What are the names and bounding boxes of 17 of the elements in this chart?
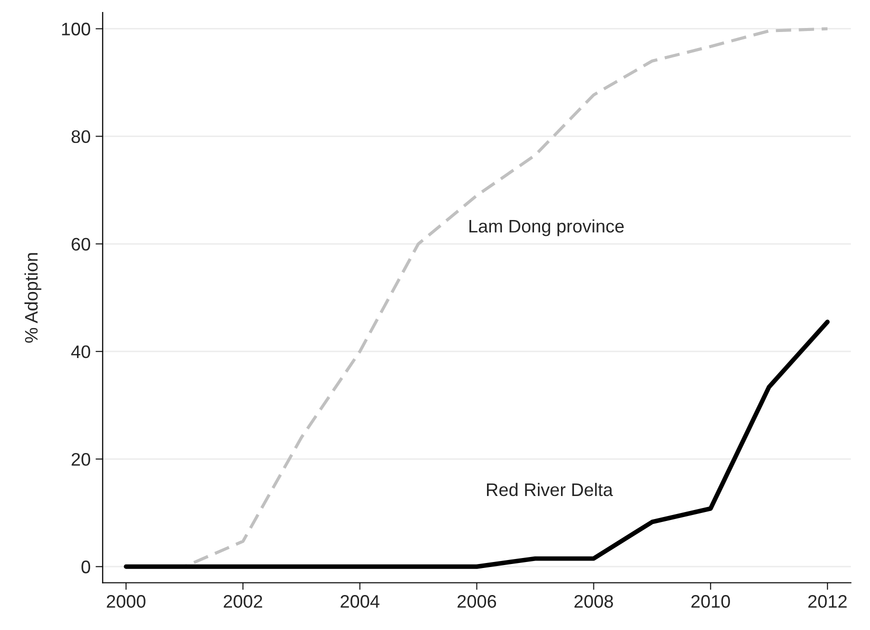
y-tick-label: 40 bbox=[71, 345, 90, 358]
x-tick-label: 2008 bbox=[574, 595, 613, 608]
y-tick-label: 20 bbox=[72, 452, 90, 466]
series-label: Lam Dong province bbox=[469, 219, 624, 236]
y-axis-title: % Adoption bbox=[24, 253, 42, 343]
x-tick-label: 2006 bbox=[458, 595, 496, 608]
y-tick-label: 80 bbox=[72, 130, 90, 144]
x-tick-label: 2004 bbox=[340, 595, 380, 608]
y-tick-label: 0 bbox=[82, 560, 90, 574]
x-tick-label: 2002 bbox=[224, 595, 262, 608]
y-tick-label: 60 bbox=[72, 238, 90, 251]
text: Red River Delta bbox=[487, 482, 613, 496]
x-tick-label: 2000 bbox=[106, 595, 146, 608]
x-tick-label: 2010 bbox=[691, 595, 730, 608]
line-series bbox=[124, 320, 830, 569]
y-tick-label: 100 bbox=[62, 22, 90, 36]
x-tick-label: 2012 bbox=[808, 595, 847, 608]
